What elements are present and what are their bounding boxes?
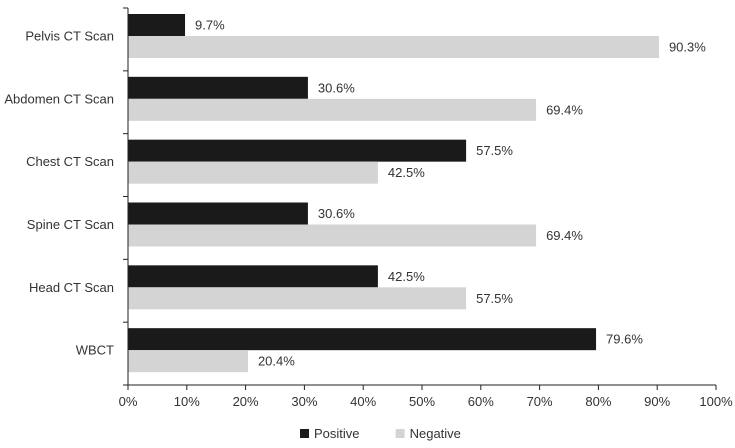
x-tick-label-30: 30%	[291, 394, 317, 409]
data-label-positive-head-ct-scan: 42.5%	[388, 269, 425, 284]
bar-positive-wbct	[128, 328, 597, 351]
legend-label-negative: Negative	[410, 426, 461, 441]
category-label-spine-ct-scan: Spine CT Scan	[27, 217, 114, 232]
bar-negative-wbct	[128, 350, 248, 373]
data-label-positive-chest-ct-scan: 57.5%	[476, 143, 513, 158]
x-tick-label-80: 80%	[585, 394, 611, 409]
data-label-positive-pelvis-ct-scan: 9.7%	[195, 18, 225, 33]
x-tick-label-40: 40%	[350, 394, 376, 409]
category-label-head-ct-scan: Head CT Scan	[29, 280, 114, 295]
x-tick-label-60: 60%	[468, 394, 494, 409]
bar-negative-head-ct-scan	[128, 287, 467, 310]
x-tick-label-0: 0%	[119, 394, 138, 409]
legend-label-positive: Positive	[314, 426, 360, 441]
data-label-negative-spine-ct-scan: 69.4%	[546, 228, 583, 243]
category-label-pelvis-ct-scan: Pelvis CT Scan	[25, 29, 114, 44]
data-label-positive-spine-ct-scan: 30.6%	[318, 206, 355, 221]
legend-swatch-positive	[300, 429, 309, 438]
bar-positive-head-ct-scan	[128, 265, 378, 288]
x-tick-label-50: 50%	[409, 394, 435, 409]
bar-positive-abdomen-ct-scan	[128, 76, 308, 99]
legend: Positive Negative	[300, 426, 461, 441]
bar-negative-abdomen-ct-scan	[128, 98, 537, 121]
category-label-wbct: WBCT	[76, 343, 114, 358]
data-label-negative-wbct: 20.4%	[258, 354, 295, 369]
bar-positive-pelvis-ct-scan	[128, 14, 186, 36]
bars-layer	[128, 14, 659, 373]
x-tick-label-10: 10%	[174, 394, 200, 409]
axes-layer: Pelvis CT Scan Abdomen CT Scan Chest CT Sc…	[4, 7, 733, 409]
bar-negative-chest-ct-scan	[128, 161, 378, 184]
category-label-abdomen-ct-scan: Abdomen CT Scan	[4, 91, 114, 106]
x-tick-label-90: 90%	[644, 394, 670, 409]
data-label-positive-wbct: 79.6%	[606, 332, 643, 347]
bar-positive-chest-ct-scan	[128, 139, 467, 162]
bar-negative-spine-ct-scan	[128, 224, 537, 247]
data-label-negative-head-ct-scan: 57.5%	[476, 291, 513, 306]
data-label-negative-chest-ct-scan: 42.5%	[388, 165, 425, 180]
data-label-negative-pelvis-ct-scan: 90.3%	[669, 40, 706, 55]
data-labels-layer: 9.7% 90.3% 30.6% 69.4% 57.5% 42.5% 30.6% 69.4% 4…	[195, 18, 706, 369]
data-label-positive-abdomen-ct-scan: 30.6%	[318, 80, 355, 95]
x-tick-label-100: 100%	[699, 394, 733, 409]
x-tick-label-70: 70%	[527, 394, 553, 409]
bar-positive-spine-ct-scan	[128, 202, 308, 225]
bar-negative-pelvis-ct-scan	[128, 36, 659, 58]
data-label-negative-abdomen-ct-scan: 69.4%	[546, 102, 583, 117]
category-label-chest-ct-scan: Chest CT Scan	[26, 154, 114, 169]
legend-swatch-negative	[395, 429, 405, 438]
x-tick-label-20: 20%	[233, 394, 259, 409]
